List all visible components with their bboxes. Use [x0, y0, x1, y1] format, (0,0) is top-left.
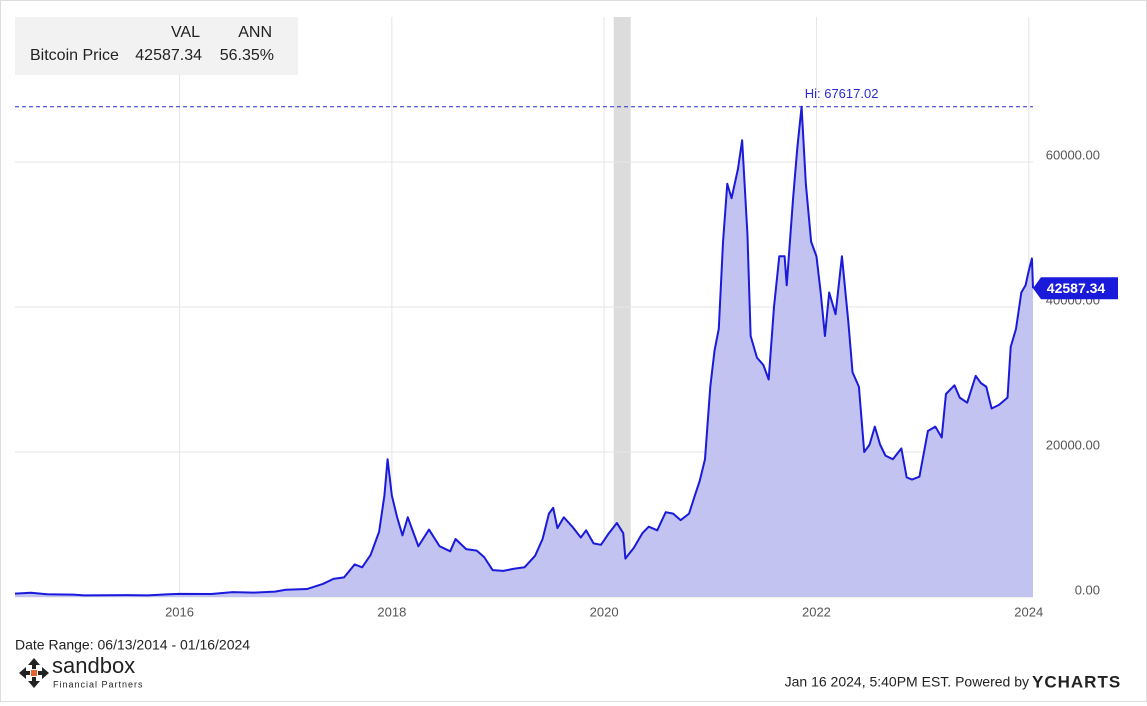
- area-fill: [15, 106, 1033, 597]
- x-tick-label: 2020: [590, 604, 619, 619]
- footer-logo: YCHARTS: [1032, 672, 1121, 691]
- last-value-flag: [1033, 277, 1118, 300]
- brand-logo: [19, 658, 49, 688]
- legend-box: [15, 17, 298, 75]
- x-tick-label: 2024: [1014, 604, 1043, 619]
- y-tick-label: 20000.00: [1046, 437, 1100, 452]
- logo-dot: [31, 670, 37, 676]
- brand-sub: Financial Partners: [53, 679, 144, 689]
- logo-icon: [19, 658, 49, 688]
- legend-value: 42587.34: [135, 47, 202, 64]
- last-value-label: 42587.34: [1047, 280, 1106, 296]
- hi-label: Hi: 67617.02: [805, 86, 879, 101]
- x-tick-label: 2016: [165, 604, 194, 619]
- x-tick-label: 2018: [377, 604, 406, 619]
- y-tick-label: 60000.00: [1046, 147, 1100, 162]
- date-range: Date Range: 06/13/2014 - 01/16/2024: [15, 637, 250, 653]
- y-tick-label: 0.00: [1075, 582, 1100, 597]
- legend: VAL ANN Bitcoin Price 42587.34 56.35%: [15, 17, 298, 75]
- line: [14, 105, 1034, 597]
- legend-ann: 56.35%: [220, 47, 274, 64]
- legend-col: VAL: [171, 24, 200, 41]
- legend-col: ANN: [238, 24, 272, 41]
- brand: sandbox: [52, 653, 135, 678]
- legend-series: Bitcoin Price: [30, 47, 119, 64]
- x-tick-label: 2022: [802, 604, 831, 619]
- footer: Jan 16 2024, 5:40PM EST. Powered by: [785, 674, 1029, 690]
